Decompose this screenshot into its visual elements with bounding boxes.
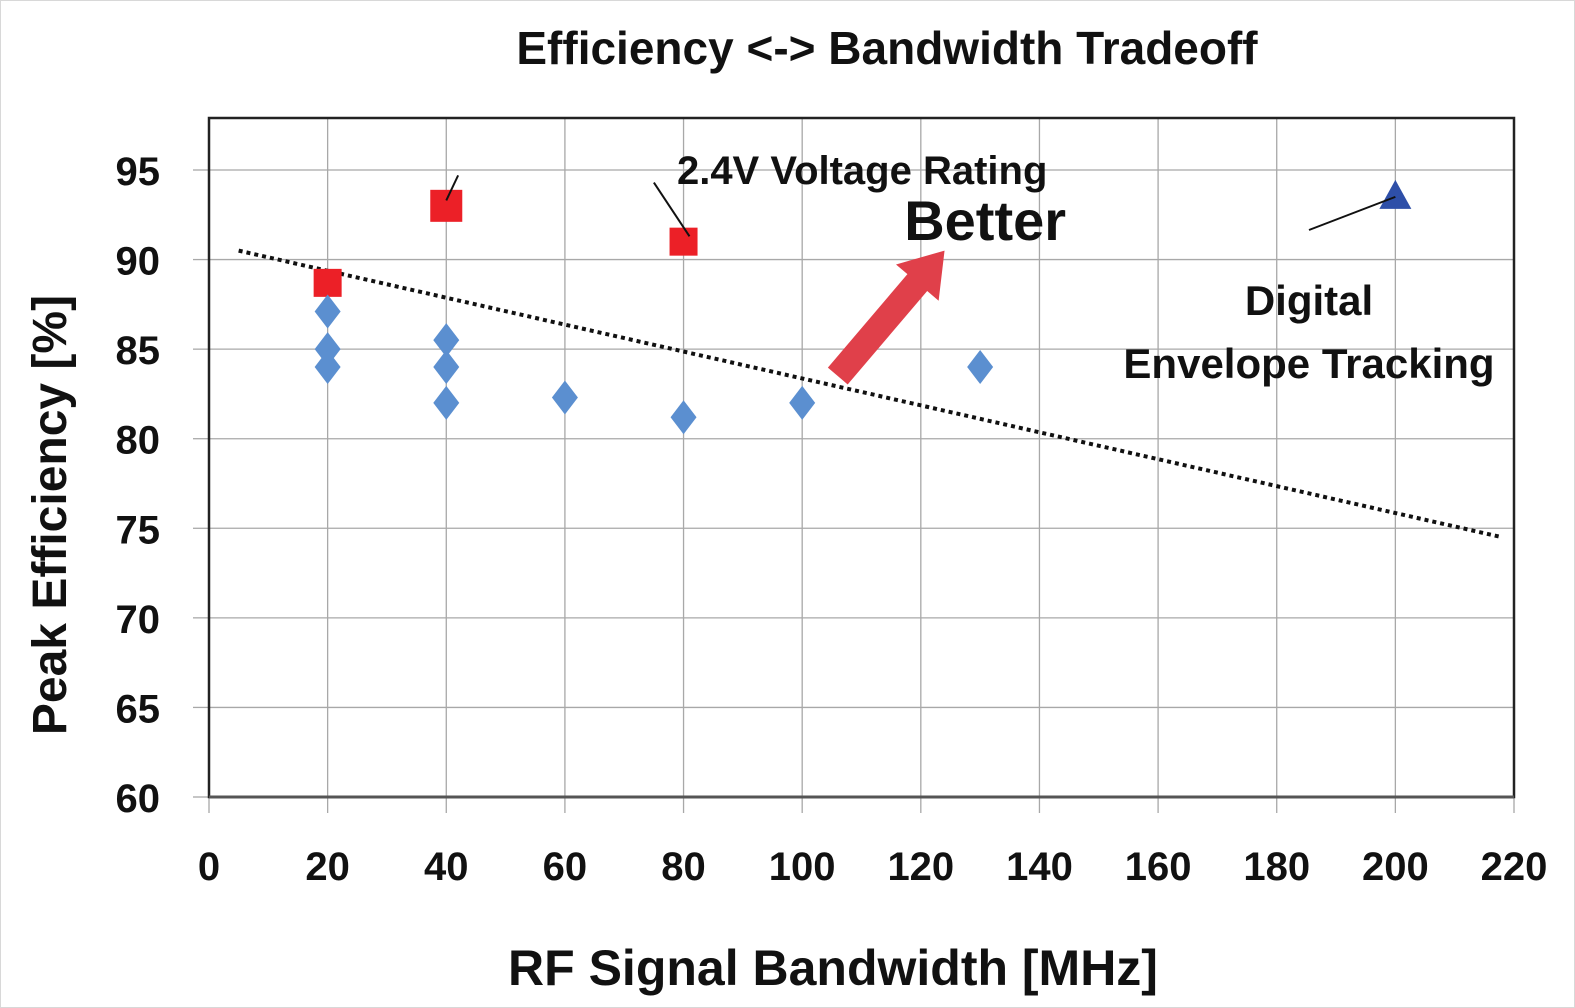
y-tick-label: 70 — [116, 598, 161, 642]
chart-title: Efficiency <-> Bandwidth Tradeoff — [516, 22, 1258, 74]
x-tick-label: 80 — [661, 845, 706, 889]
diamond-marker — [789, 385, 816, 420]
x-tick-label: 0 — [198, 845, 220, 889]
diamond-marker — [433, 385, 460, 420]
x-tick-label: 140 — [1006, 845, 1073, 889]
y-tick-label: 75 — [116, 508, 161, 552]
diamond-marker — [314, 332, 341, 367]
x-tick-label: 60 — [543, 845, 588, 889]
tick-labels: 0 20 40 60 80 100 120 140 160 180 200 220 60 65 70 75 80… — [116, 150, 1548, 889]
x-tick-label: 220 — [1481, 845, 1548, 889]
y-tick-label: 90 — [116, 240, 161, 284]
x-tick-label: 40 — [424, 845, 469, 889]
annotation-voltage-rating: 2.4V Voltage Rating — [677, 149, 1047, 193]
axes — [207, 116, 1516, 799]
annotation-envelope-tracking: Envelope Tracking — [1123, 340, 1494, 387]
square-marker — [313, 268, 342, 297]
leader-line — [653, 181, 691, 237]
diamond-marker — [314, 350, 341, 385]
diamond-marker — [433, 350, 460, 385]
better-arrow — [827, 250, 945, 385]
square-marker — [430, 189, 463, 222]
diamond-marker — [314, 294, 341, 329]
x-tick-label: 200 — [1362, 845, 1429, 889]
diamond-marker — [551, 380, 578, 415]
y-tick-label: 60 — [116, 777, 161, 821]
y-axis-label: Peak Efficiency [%] — [24, 295, 77, 735]
y-tick-label: 80 — [116, 419, 161, 463]
diamond-marker — [670, 400, 697, 435]
x-tick-label: 120 — [887, 845, 954, 889]
y-tick-label: 85 — [116, 329, 161, 373]
x-axis-label: RF Signal Bandwidth [MHz] — [508, 940, 1158, 996]
x-tick-label: 20 — [305, 845, 350, 889]
x-tick-label: 100 — [769, 845, 836, 889]
leader-line — [445, 174, 460, 201]
x-tick-label: 180 — [1243, 845, 1310, 889]
diamond-marker — [433, 323, 460, 358]
y-tick-label: 65 — [116, 687, 161, 731]
y-tick-label: 95 — [116, 150, 161, 194]
annotation-better: Better — [904, 189, 1066, 252]
square-marker — [669, 227, 698, 256]
triangle-marker — [1379, 179, 1412, 209]
plot-frame — [207, 116, 1516, 799]
diamond-marker — [967, 350, 994, 385]
data-points — [313, 179, 1412, 435]
grid-lines — [193, 118, 1515, 813]
leader-line — [1308, 195, 1396, 231]
annotation-digital: Digital — [1245, 277, 1373, 324]
x-tick-label: 160 — [1125, 845, 1192, 889]
